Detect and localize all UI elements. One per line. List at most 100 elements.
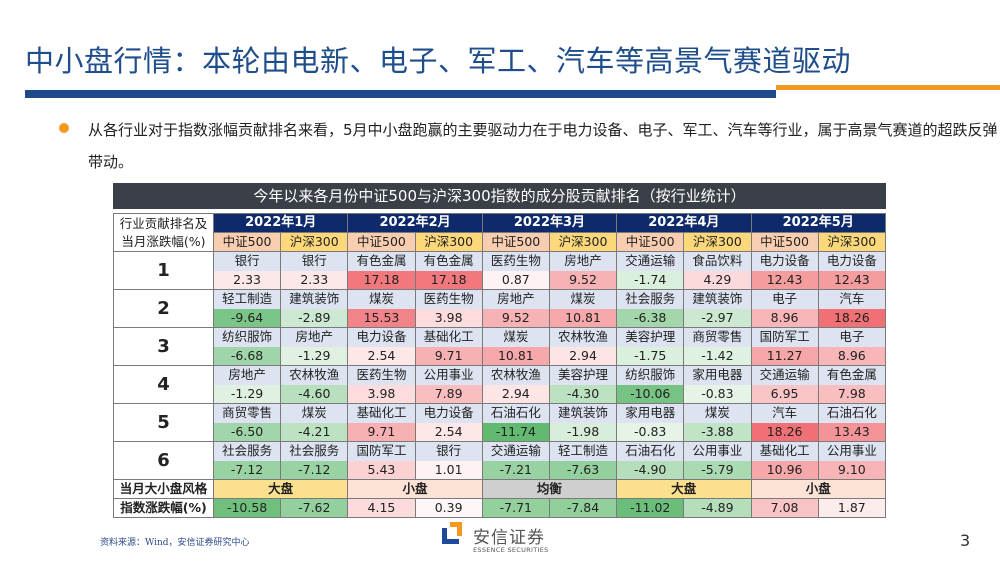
- industry-cell: 公用事业: [414, 365, 483, 385]
- value-cell: 7.89: [414, 384, 483, 404]
- index-change-cell: 4.15: [347, 498, 416, 518]
- value-cell: 10.81: [548, 308, 618, 328]
- industry-cell: 家用电器: [683, 365, 752, 385]
- csi500-header: 中证500: [212, 232, 282, 252]
- industry-cell: 国防军工: [750, 327, 819, 347]
- market-style-cell: 小盘: [750, 479, 886, 499]
- page-number: 3: [960, 531, 971, 550]
- value-cell: -0.83: [683, 384, 752, 404]
- value-cell: 13.43: [817, 422, 887, 442]
- table-row-value: -9.64 -2.89 15.53 3.98 9.52 10.81 -6.38 -2.97 8.…: [114, 308, 887, 328]
- value-cell: 17.18: [347, 270, 416, 290]
- industry-cell: 银行: [280, 251, 349, 271]
- industry-cell: 煤炭: [280, 403, 349, 423]
- value-cell: -4.90: [616, 460, 685, 480]
- industry-cell: 电子: [750, 289, 819, 309]
- industry-cell: 纺织服饰: [212, 327, 282, 347]
- csi300-header: 沪深300: [280, 232, 349, 252]
- value-cell: 9.52: [481, 308, 550, 328]
- industry-cell: 纺织服饰: [616, 365, 685, 385]
- industry-cell: 电力设备: [347, 327, 416, 347]
- value-cell: -7.12: [212, 460, 282, 480]
- value-cell: -9.64: [212, 308, 282, 328]
- title-underline-orange: [776, 85, 1000, 90]
- index-change-cell: -7.84: [548, 498, 618, 518]
- value-cell: 5.43: [347, 460, 416, 480]
- value-cell: 11.27: [750, 346, 819, 366]
- industry-cell: 商贸零售: [683, 327, 752, 347]
- value-cell: 3.98: [414, 308, 483, 328]
- value-cell: 9.71: [347, 422, 416, 442]
- industry-cell: 电力设备: [817, 251, 887, 271]
- title-underline-blue: [25, 90, 776, 98]
- value-cell: 2.33: [280, 270, 349, 290]
- rank-cell: 6: [113, 441, 214, 480]
- industry-cell: 银行: [212, 251, 282, 271]
- csi300-header: 沪深300: [683, 232, 752, 252]
- industry-cell: 轻工制造: [212, 289, 282, 309]
- industry-cell: 有色金属: [414, 251, 483, 271]
- industry-cell: 商贸零售: [212, 403, 282, 423]
- value-cell: -7.12: [280, 460, 349, 480]
- value-cell: -1.98: [548, 422, 618, 442]
- market-style-row: 当月大小盘风格 大盘 小盘 均衡 大盘 小盘: [113, 479, 886, 499]
- row-header-label: 行业贡献排名及当月涨跌幅(%): [113, 213, 214, 252]
- source-note: 资料来源：Wind，安信证券研究中心: [100, 538, 250, 548]
- month-header: 2022年2月: [347, 213, 483, 233]
- industry-cell: 食品饮料: [683, 251, 752, 271]
- rank-cell: 4: [113, 365, 214, 404]
- industry-cell: 建筑装饰: [280, 289, 349, 309]
- value-cell: -5.79: [683, 460, 752, 480]
- csi300-header: 沪深300: [548, 232, 618, 252]
- value-cell: -4.21: [280, 422, 349, 442]
- value-cell: -10.06: [616, 384, 685, 404]
- value-cell: 8.96: [750, 308, 819, 328]
- market-style-cell: 小盘: [347, 479, 483, 499]
- value-cell: 2.33: [212, 270, 282, 290]
- table-row-value: -6.50 -4.21 9.71 2.54 -11.74 -1.98 -0.83 -3.88 1…: [114, 422, 887, 442]
- value-cell: -7.21: [481, 460, 550, 480]
- value-cell: 2.94: [548, 346, 618, 366]
- rank-cell: 3: [113, 327, 214, 366]
- value-cell: 18.26: [817, 308, 887, 328]
- month-header: 2022年5月: [750, 213, 886, 233]
- market-style-cell: 大盘: [212, 479, 349, 499]
- csi500-header: 中证500: [481, 232, 550, 252]
- index-change-cell: -7.62: [280, 498, 349, 518]
- value-cell: 18.26: [750, 422, 819, 442]
- industry-cell: 交通运输: [616, 251, 685, 271]
- value-cell: -6.50: [212, 422, 282, 442]
- industry-cell: 石油石化: [616, 441, 685, 461]
- value-cell: -1.75: [616, 346, 685, 366]
- value-cell: 9.52: [548, 270, 618, 290]
- value-cell: 15.53: [347, 308, 416, 328]
- value-cell: 2.94: [481, 384, 550, 404]
- value-cell: -4.30: [548, 384, 618, 404]
- value-cell: -6.38: [616, 308, 685, 328]
- index-change-cell: -10.58: [212, 498, 282, 518]
- bullet-icon: [59, 123, 69, 133]
- value-cell: -2.89: [280, 308, 349, 328]
- logo-text-en: ESSENCE SECURITIES: [473, 546, 549, 554]
- industry-cell: 公用事业: [683, 441, 752, 461]
- industry-cell: 交通运输: [481, 441, 550, 461]
- industry-cell: 汽车: [817, 289, 887, 309]
- industry-cell: 轻工制造: [548, 441, 618, 461]
- value-cell: 1.01: [414, 460, 483, 480]
- csi300-header: 沪深300: [817, 232, 887, 252]
- logo-text-cn: 安信证券: [473, 528, 545, 548]
- industry-cell: 农林牧渔: [481, 365, 550, 385]
- value-cell: 2.54: [347, 346, 416, 366]
- industry-cell: 社会服务: [616, 289, 685, 309]
- market-style-cell: 大盘: [616, 479, 752, 499]
- industry-cell: 基础化工: [414, 327, 483, 347]
- csi500-header: 中证500: [347, 232, 416, 252]
- index-change-cell: 7.08: [750, 498, 819, 518]
- industry-cell: 石油石化: [481, 403, 550, 423]
- value-cell: -7.63: [548, 460, 618, 480]
- value-cell: 0.87: [481, 270, 550, 290]
- index-change-cell: -11.02: [616, 498, 685, 518]
- industry-cell: 建筑装饰: [548, 403, 618, 423]
- industry-cell: 煤炭: [683, 403, 752, 423]
- table-row-value: 2.33 2.33 17.18 17.18 0.87 9.52 -1.74 4.29 12.43…: [114, 270, 887, 290]
